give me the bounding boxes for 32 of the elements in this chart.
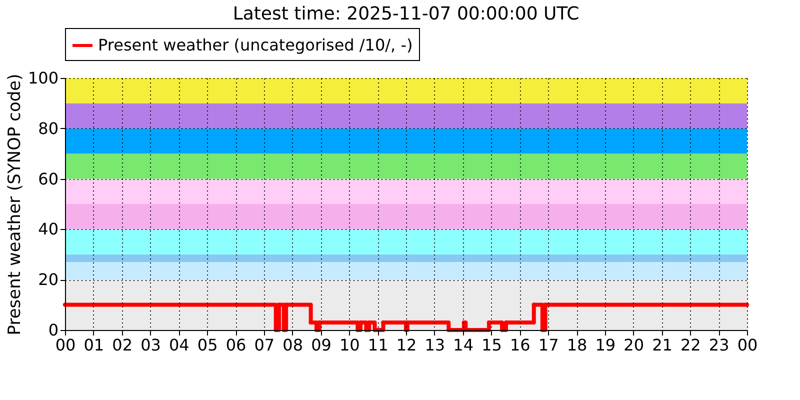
x-tick-label: 02 [112,336,133,354]
y-tick-label: 60 [38,169,58,188]
x-tick-label: 21 [652,336,672,354]
x-tick-label: 11 [368,336,388,354]
x-tick-label: 12 [396,336,417,354]
x-tick-label: 00 [737,336,758,354]
y-tick-label: 80 [38,118,58,138]
y-axis-title: Present weather (SYNOP code) [4,74,25,336]
x-tick-label: 20 [624,336,644,354]
x-tick-label: 14 [453,336,474,354]
x-tick-label: 19 [595,336,616,354]
y-tick-label: 20 [38,270,58,290]
x-tick-label: 18 [566,336,588,354]
x-tick-label: 15 [482,336,502,354]
x-tick-label: 23 [708,336,730,354]
legend-label: Present weather (uncategorised /10/, -) [98,36,413,54]
chart-title: Latest time: 2025-11-07 00:00:00 UTC [232,4,580,24]
x-tick-label: 05 [197,336,218,354]
x-tick-label: 03 [140,336,161,354]
x-tick-label: 07 [254,336,275,354]
x-tick-label: 22 [680,336,701,354]
x-tick-label: 17 [538,336,559,354]
x-tick-label: 06 [226,336,246,354]
x-tick-label: 16 [510,336,530,354]
x-tick-label: 09 [311,336,332,354]
x-tick-label: 10 [339,336,360,354]
x-tick-label: 04 [168,336,190,354]
x-tick-label: 13 [424,336,446,354]
y-tick-label: 40 [38,220,58,239]
y-tick-label: 100 [28,68,58,88]
x-tick-label: 01 [84,336,104,354]
x-tick-label: 08 [282,336,304,354]
